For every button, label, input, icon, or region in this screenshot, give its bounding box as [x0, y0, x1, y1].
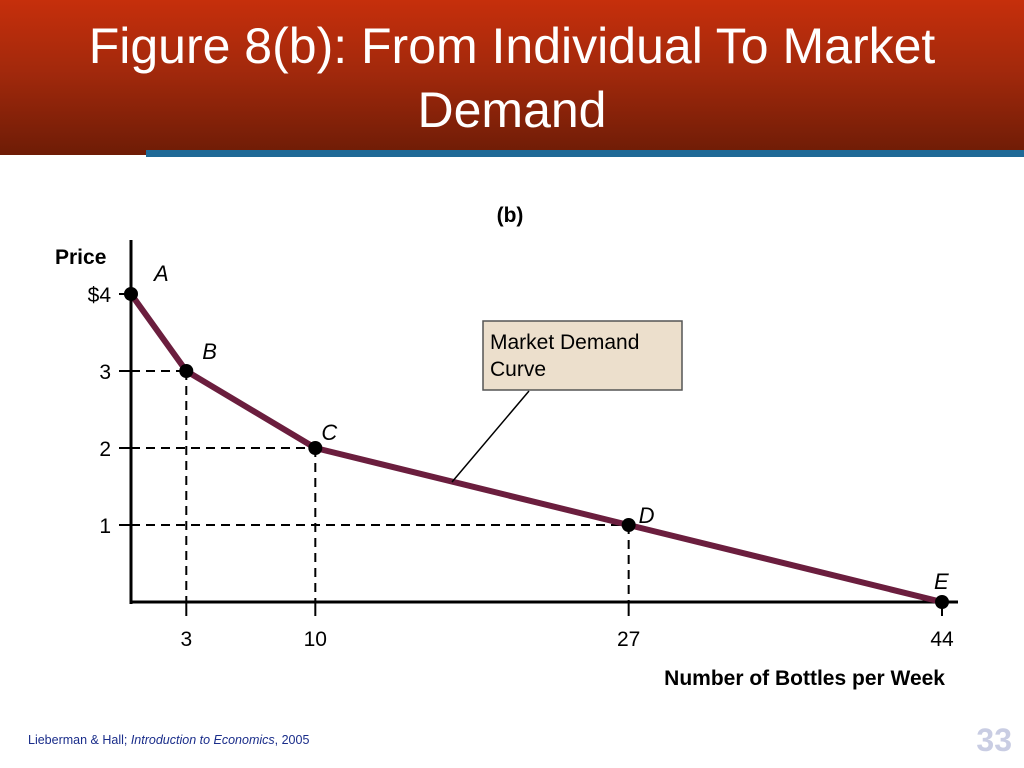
- panel-label: (b): [497, 204, 524, 227]
- citation-authors: Lieberman & Hall;: [28, 733, 131, 747]
- point-label-a: A: [152, 261, 169, 286]
- x-axis-title: Number of Bottles per Week: [664, 667, 945, 690]
- point-e: [935, 595, 949, 609]
- y-tick-label: 3: [99, 361, 111, 384]
- ticks: $4 3 2 1 3 10 27 44: [88, 284, 954, 651]
- point-b: [179, 364, 194, 378]
- point-label-d: D: [639, 503, 655, 528]
- slide-number: 33: [976, 722, 1012, 758]
- y-tick-label: $4: [88, 284, 112, 307]
- callout-leader-line: [451, 390, 530, 483]
- data-points: A B C D E: [124, 261, 949, 609]
- axes: [129, 240, 958, 604]
- slide-header: [0, 0, 1024, 155]
- citation: Lieberman & Hall; Introduction to Econom…: [28, 733, 309, 747]
- x-tick-label: 44: [930, 628, 954, 651]
- x-tick-label: 27: [617, 628, 640, 651]
- point-label-e: E: [934, 569, 949, 594]
- point-d: [621, 518, 636, 532]
- y-tick-label: 1: [99, 515, 111, 538]
- x-tick-label: 3: [180, 628, 192, 651]
- callout-layer: Market Demand Curve: [451, 320, 683, 483]
- point-label-b: B: [202, 339, 217, 364]
- callout-text-line2: Curve: [490, 358, 546, 381]
- point-a: [124, 287, 138, 301]
- chart-labels: (b) Price Number of Bottles per Week: [55, 204, 945, 690]
- citation-year: , 2005: [274, 733, 310, 747]
- slide-title: Figure 8(b): From Individual To Market D…: [88, 18, 936, 138]
- y-tick-label: 2: [99, 438, 111, 461]
- citation-book: Introduction to Economics: [130, 733, 275, 747]
- guide-lines: [131, 370, 630, 602]
- callout-box: [482, 320, 683, 391]
- header-rule: [146, 150, 1024, 157]
- point-c: [308, 441, 323, 455]
- y-axis-title: Price: [55, 246, 106, 269]
- point-label-c: C: [321, 420, 337, 445]
- callout-text-line1: Market Demand: [490, 331, 639, 354]
- x-tick-label: 10: [304, 628, 327, 651]
